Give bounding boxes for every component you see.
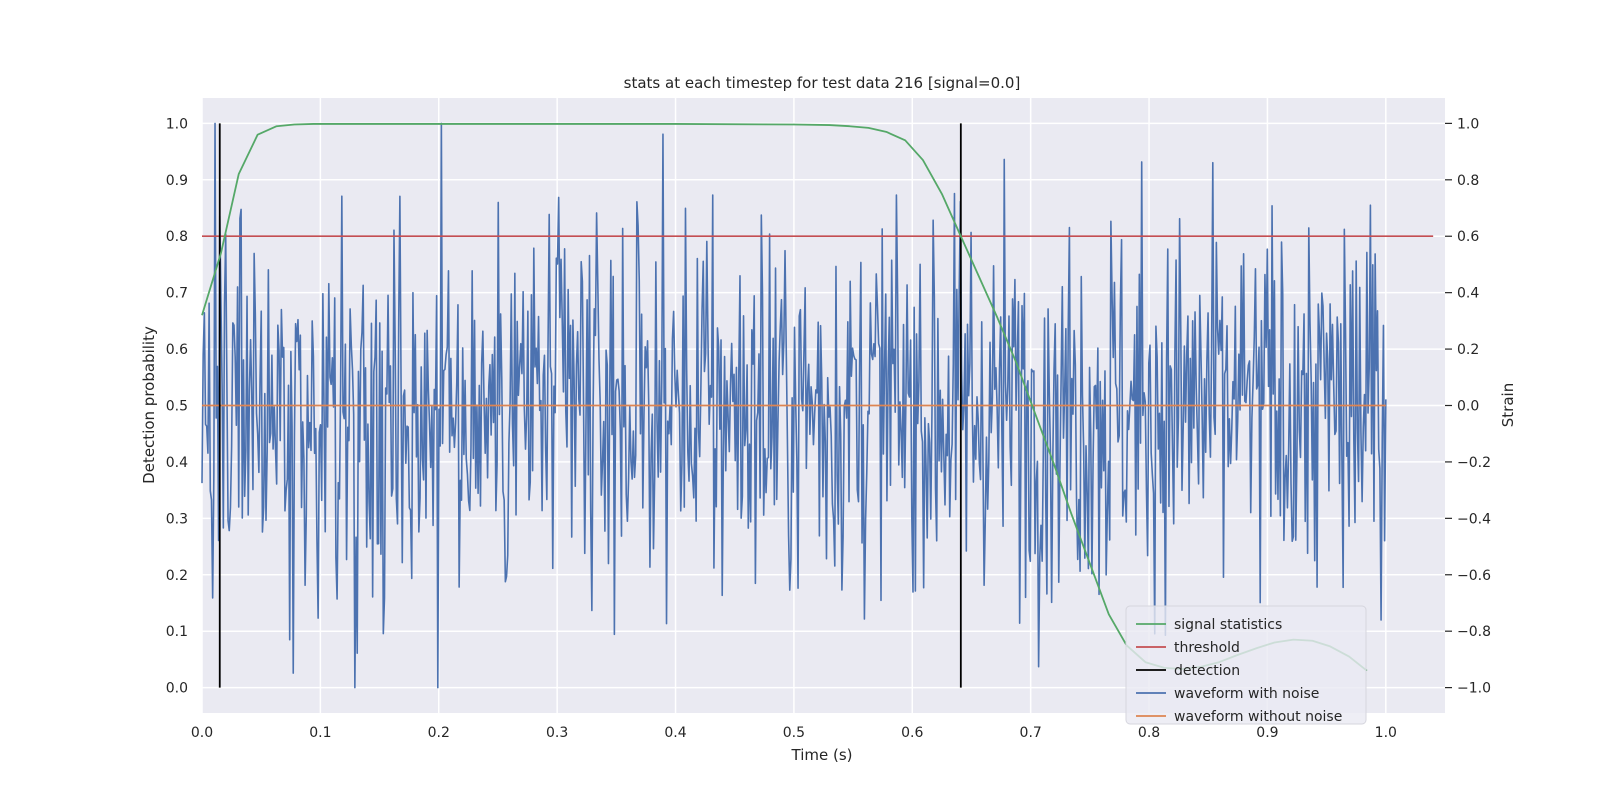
- y-right-tick-label: −0.4: [1457, 511, 1491, 527]
- legend-entry: detection: [1174, 663, 1240, 679]
- y-left-tick-label: 0.5: [166, 399, 188, 415]
- legend-entry: waveform without noise: [1174, 709, 1342, 725]
- x-tick-label: 0.3: [546, 725, 568, 741]
- chart-title: stats at each timestep for test data 216…: [624, 74, 1021, 92]
- y-left-tick-label: 1.0: [166, 116, 188, 132]
- y-right-tick-label: −1.0: [1457, 681, 1491, 697]
- x-tick-label: 0.7: [1020, 725, 1042, 741]
- y-right-tick-label: −0.6: [1457, 568, 1491, 584]
- y-left-tick-label: 0.0: [166, 681, 188, 697]
- x-tick-label: 1.0: [1375, 725, 1397, 741]
- x-tick-label: 0.1: [309, 725, 331, 741]
- legend-entry: threshold: [1174, 640, 1240, 656]
- y-left-tick-label: 0.3: [166, 511, 188, 527]
- y-left-tick-label: 0.2: [166, 568, 188, 584]
- x-tick-label: 0.9: [1256, 725, 1278, 741]
- y-left-tick-label: 0.4: [166, 455, 188, 471]
- y-right-tick-label: 0.6: [1457, 229, 1479, 245]
- y-left-tick-label: 0.1: [166, 624, 188, 640]
- y-axis-left-label: Detection probability: [140, 326, 158, 484]
- y-left-tick-label: 0.7: [166, 286, 188, 302]
- x-tick-label: 0.2: [428, 725, 450, 741]
- y-left-tick-label: 0.9: [166, 173, 188, 189]
- legend-entry: waveform with noise: [1174, 686, 1319, 702]
- y-left-tick-label: 0.8: [166, 229, 188, 245]
- x-tick-label: 0.6: [901, 725, 923, 741]
- y-right-tick-label: 0.2: [1457, 342, 1479, 358]
- y-right-tick-label: −0.8: [1457, 624, 1491, 640]
- y-right-tick-label: 0.4: [1457, 286, 1479, 302]
- series-waveform-with-noise: [201, 122, 1387, 689]
- x-tick-label: 0.4: [664, 725, 686, 741]
- legend-entry: signal statistics: [1174, 617, 1282, 633]
- x-tick-label: 0.8: [1138, 725, 1160, 741]
- ticks: 0.0 0.1 0.2 0.3 0.4 0.5 0.6 0.7 0.8 0.9 1.0 0.0 0.1 0…: [166, 116, 1491, 741]
- y-left-tick-label: 0.6: [166, 342, 188, 358]
- legend-box: [1125, 605, 1367, 725]
- y-right-tick-label: 0.0: [1457, 399, 1479, 415]
- x-tick-label: 0.0: [191, 725, 213, 741]
- legend: signal statistics threshold detection wavef…: [1125, 605, 1367, 725]
- y-right-tick-label: −0.2: [1457, 455, 1491, 471]
- y-right-tick-label: 0.8: [1457, 173, 1479, 189]
- y-right-tick-label: 1.0: [1457, 116, 1479, 132]
- x-tick-label: 0.5: [783, 725, 805, 741]
- y-axis-right-label: Strain: [1499, 383, 1517, 427]
- x-axis-label: Time (s): [791, 746, 853, 764]
